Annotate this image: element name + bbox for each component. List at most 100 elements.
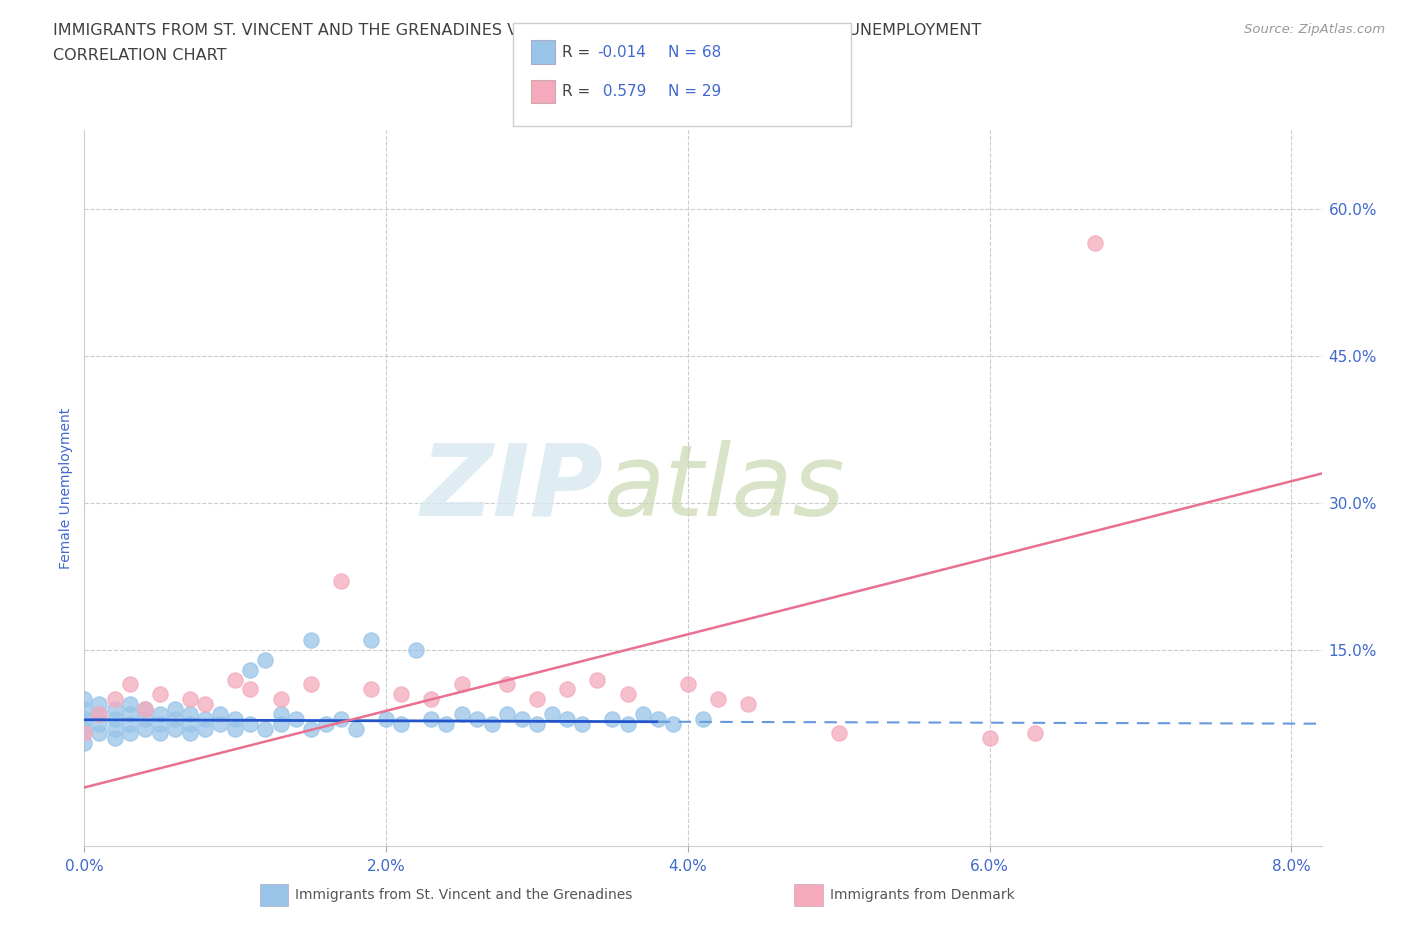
Point	[360, 632, 382, 647]
Point	[73, 711, 96, 726]
Point	[270, 716, 292, 731]
Point	[1024, 726, 1046, 741]
Text: CORRELATION CHART: CORRELATION CHART	[53, 48, 226, 63]
Point	[405, 643, 427, 658]
Text: ZIP: ZIP	[420, 440, 605, 537]
Point	[239, 716, 262, 731]
Point	[270, 707, 292, 722]
Point	[89, 707, 111, 722]
Point	[586, 672, 609, 687]
Point	[662, 716, 685, 731]
Point	[526, 692, 548, 707]
Text: 0.579: 0.579	[598, 84, 645, 99]
Point	[149, 707, 172, 722]
Point	[555, 711, 578, 726]
Point	[118, 697, 141, 711]
Point	[209, 716, 232, 731]
Point	[692, 711, 714, 726]
Point	[73, 692, 96, 707]
Point	[495, 707, 517, 722]
Point	[89, 707, 111, 722]
Point	[118, 707, 141, 722]
Point	[375, 711, 398, 726]
Point	[465, 711, 488, 726]
Point	[103, 721, 125, 736]
Point	[571, 716, 593, 731]
Point	[224, 711, 246, 726]
Point	[73, 701, 96, 716]
Point	[329, 711, 352, 726]
Point	[299, 721, 322, 736]
Point	[73, 726, 96, 741]
Text: N = 29: N = 29	[668, 84, 721, 99]
Point	[495, 677, 517, 692]
Point	[103, 711, 125, 726]
Point	[194, 697, 217, 711]
Point	[284, 711, 307, 726]
Point	[179, 707, 201, 722]
Point	[103, 692, 125, 707]
Point	[149, 716, 172, 731]
Point	[526, 716, 548, 731]
Point	[979, 731, 1001, 746]
Point	[616, 687, 638, 702]
Point	[389, 687, 412, 702]
Point	[315, 716, 337, 731]
Point	[209, 707, 232, 722]
Point	[602, 711, 624, 726]
Point	[118, 677, 141, 692]
Point	[329, 574, 352, 589]
Point	[270, 692, 292, 707]
Point	[360, 682, 382, 697]
Point	[647, 711, 669, 726]
Point	[707, 692, 730, 707]
Point	[89, 726, 111, 741]
Point	[194, 711, 217, 726]
Point	[239, 682, 262, 697]
Point	[299, 632, 322, 647]
Text: Source: ZipAtlas.com: Source: ZipAtlas.com	[1244, 23, 1385, 36]
Text: R =: R =	[562, 84, 596, 99]
Point	[436, 716, 458, 731]
Text: Immigrants from St. Vincent and the Grenadines: Immigrants from St. Vincent and the Gren…	[295, 887, 633, 902]
Text: IMMIGRANTS FROM ST. VINCENT AND THE GRENADINES VS IMMIGRANTS FROM DENMARK FEMALE: IMMIGRANTS FROM ST. VINCENT AND THE GREN…	[53, 23, 981, 38]
Point	[179, 716, 201, 731]
Point	[299, 677, 322, 692]
Point	[163, 711, 186, 726]
Point	[481, 716, 503, 731]
Point	[163, 701, 186, 716]
Point	[224, 672, 246, 687]
Point	[254, 721, 277, 736]
Point	[450, 677, 472, 692]
Point	[254, 653, 277, 668]
Point	[103, 701, 125, 716]
Point	[555, 682, 578, 697]
Point	[134, 701, 156, 716]
Text: atlas: atlas	[605, 440, 845, 537]
Text: -0.014: -0.014	[598, 45, 647, 60]
Point	[118, 726, 141, 741]
Point	[179, 692, 201, 707]
Point	[737, 697, 759, 711]
Point	[389, 716, 412, 731]
Text: R =: R =	[562, 45, 596, 60]
Y-axis label: Female Unemployment: Female Unemployment	[59, 407, 73, 569]
Point	[163, 721, 186, 736]
Point	[420, 711, 443, 726]
Point	[224, 721, 246, 736]
Point	[73, 721, 96, 736]
Point	[194, 721, 217, 736]
Point	[179, 726, 201, 741]
Point	[510, 711, 533, 726]
Point	[541, 707, 564, 722]
Point	[134, 701, 156, 716]
Point	[616, 716, 638, 731]
Point	[631, 707, 654, 722]
Text: Immigrants from Denmark: Immigrants from Denmark	[830, 887, 1014, 902]
Point	[149, 726, 172, 741]
Point	[344, 721, 367, 736]
Point	[134, 721, 156, 736]
Point	[89, 716, 111, 731]
Point	[239, 662, 262, 677]
Point	[149, 687, 172, 702]
